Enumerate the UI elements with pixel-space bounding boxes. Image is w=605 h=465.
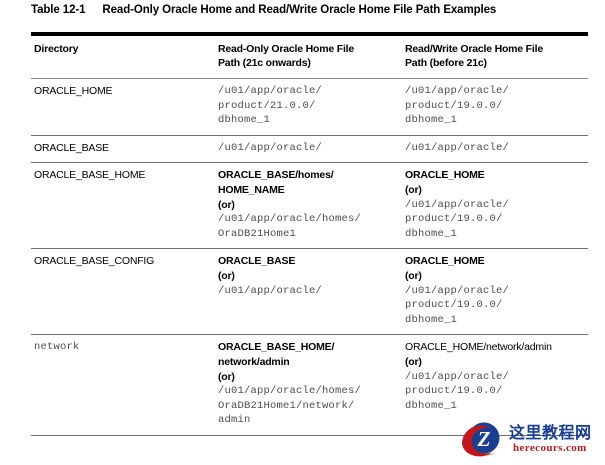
cell-readonly-path: /u01/app/oracle/product/21.0.0/dbhome_1 bbox=[218, 78, 405, 136]
table-top-rule bbox=[31, 32, 588, 36]
path-line: /u01/app/oracle/ bbox=[405, 370, 510, 383]
cell-readonly-path: ORACLE_BASE/homes/HOME_NAME (or) /u01/app/… bbox=[218, 162, 405, 250]
path-line: OraDB21Home1 bbox=[218, 227, 297, 240]
column-header-directory: Directory bbox=[31, 36, 218, 79]
path-line: (or) bbox=[218, 269, 235, 282]
path-line: dbhome_1 bbox=[405, 399, 458, 412]
path-line: product/19.0.0/ bbox=[405, 385, 503, 398]
table-body: ORACLE_HOME/u01/app/oracle/product/21.0.… bbox=[31, 78, 588, 436]
cell-readwrite-path: /u01/app/oracle/product/19.0.0/dbhome_1 bbox=[405, 78, 588, 136]
directory-name: ORACLE_BASE_HOME bbox=[34, 169, 146, 182]
table-caption-number: Table 12-1 bbox=[31, 4, 86, 16]
directory-name: ORACLE_BASE_CONFIG bbox=[34, 255, 155, 268]
cell-directory: ORACLE_HOME bbox=[31, 78, 218, 136]
table-row: ORACLE_BASE_CONFIG ORACLE_BASE (or)/u01/ap… bbox=[31, 248, 588, 336]
cell-readwrite-path: /u01/app/oracle/ bbox=[405, 135, 588, 164]
path-line: (or) bbox=[405, 355, 422, 368]
directory-name: ORACLE_BASE bbox=[34, 141, 109, 154]
cell-readwrite-path: ORACLE_HOME (or) /u01/app/oracle/product/1… bbox=[405, 162, 588, 250]
path-line: ORACLE_BASE bbox=[218, 255, 296, 268]
path-line: /u01/app/oracle/ bbox=[218, 141, 323, 154]
path-line: (or) bbox=[405, 269, 422, 282]
directory-name: network bbox=[34, 341, 80, 354]
path-line: /u01/app/oracle/ bbox=[218, 284, 323, 297]
table-caption-text: Read-Only Oracle Home and Read/Write Ora… bbox=[102, 4, 497, 16]
top-rule-cell bbox=[31, 32, 588, 36]
column-header-readwrite-path-line-1: Read/Write Oracle Home File bbox=[405, 43, 543, 55]
path-line: ORACLE_BASE_HOME/ bbox=[218, 341, 335, 354]
path-line: (or) bbox=[218, 370, 235, 383]
table-container: Directory Read-Only Oracle Home File Pat… bbox=[31, 32, 588, 436]
path-line: /u01/app/oracle/homes/ bbox=[218, 213, 362, 226]
path-line: dbhome_1 bbox=[405, 227, 458, 240]
column-header-readwrite-path: Read/Write Oracle Home File Path (before… bbox=[405, 36, 588, 79]
directory-name: ORACLE_HOME bbox=[34, 85, 113, 97]
path-line: ORACLE_HOME bbox=[405, 169, 485, 182]
cell-readonly-path: ORACLE_BASE_HOME/network/admin (or) /u01/a… bbox=[218, 334, 405, 436]
path-line: (or) bbox=[405, 183, 422, 196]
table-head: Directory Read-Only Oracle Home File Pat… bbox=[31, 32, 588, 79]
path-line: network/admin bbox=[218, 355, 290, 368]
table-row: ORACLE_BASE/u01/app/oracle/ /u01/app/orac… bbox=[31, 135, 588, 164]
column-header-readonly-path: Read-Only Oracle Home File Path (21c onw… bbox=[218, 36, 405, 79]
cell-directory: ORACLE_BASE_HOME bbox=[31, 162, 218, 250]
path-line: OraDB21Home1/network/ bbox=[218, 399, 355, 412]
column-header-readwrite-path-line-2: Path (before 21c) bbox=[405, 56, 487, 69]
path-line: admin bbox=[218, 414, 251, 427]
cell-readwrite-path: ORACLE_HOME (or) /u01/app/oracle/product/1… bbox=[405, 248, 588, 336]
path-line: ORACLE_BASE/homes/ bbox=[218, 169, 334, 182]
cell-directory: network bbox=[31, 334, 218, 436]
path-line: HOME_NAME bbox=[218, 183, 285, 196]
path-line: /u01/app/oracle/ bbox=[218, 85, 323, 97]
path-line: product/21.0.0/ bbox=[218, 99, 316, 112]
table-caption: Table 12-1 Read-Only Oracle Home and Read… bbox=[31, 4, 496, 16]
cell-directory: ORACLE_BASE bbox=[31, 135, 218, 164]
path-line: dbhome_1 bbox=[405, 114, 458, 127]
table-row: ORACLE_BASE_HOME ORACLE_BASE/homes/HOME_N… bbox=[31, 162, 588, 250]
path-line: ORACLE_HOME/network/admin bbox=[405, 341, 552, 354]
path-line: /u01/app/oracle/ bbox=[405, 198, 510, 211]
table-row: network ORACLE_BASE_HOME/network/admin (or… bbox=[31, 334, 588, 436]
cell-readonly-path: ORACLE_BASE (or) /u01/app/oracle/ bbox=[218, 248, 405, 336]
path-line: product/19.0.0/ bbox=[405, 299, 503, 312]
watermark-site-url: herecours.com bbox=[513, 442, 587, 454]
cell-readwrite-path: ORACLE_HOME/network/admin (or) /u01/app/or… bbox=[405, 334, 588, 436]
column-header-readonly-path-line-1: Read-Only Oracle Home File bbox=[218, 43, 355, 55]
path-line: /u01/app/oracle/homes/ bbox=[218, 385, 362, 398]
column-header-directory-line-1: Directory bbox=[34, 43, 79, 55]
column-header-readonly-path-line-2: Path (21c onwards) bbox=[218, 56, 311, 69]
cell-readonly-path: /u01/app/oracle/ bbox=[218, 135, 405, 164]
path-line: /u01/app/oracle/ bbox=[405, 284, 510, 297]
path-line: product/19.0.0/ bbox=[405, 99, 503, 112]
table-header-row: Directory Read-Only Oracle Home File Pat… bbox=[31, 36, 588, 79]
path-line: dbhome_1 bbox=[218, 114, 271, 127]
path-line: dbhome_1 bbox=[405, 313, 458, 326]
table-row: ORACLE_HOME/u01/app/oracle/product/21.0.… bbox=[31, 78, 588, 136]
path-line: /u01/app/oracle/ bbox=[405, 141, 510, 154]
path-line: (or) bbox=[218, 198, 235, 211]
cell-directory: ORACLE_BASE_CONFIG bbox=[31, 248, 218, 336]
oracle-home-paths-table: Directory Read-Only Oracle Home File Pat… bbox=[31, 32, 588, 436]
path-line: product/19.0.0/ bbox=[405, 213, 503, 226]
path-line: ORACLE_HOME bbox=[405, 255, 485, 268]
path-line: /u01/app/oracle/ bbox=[405, 85, 510, 97]
